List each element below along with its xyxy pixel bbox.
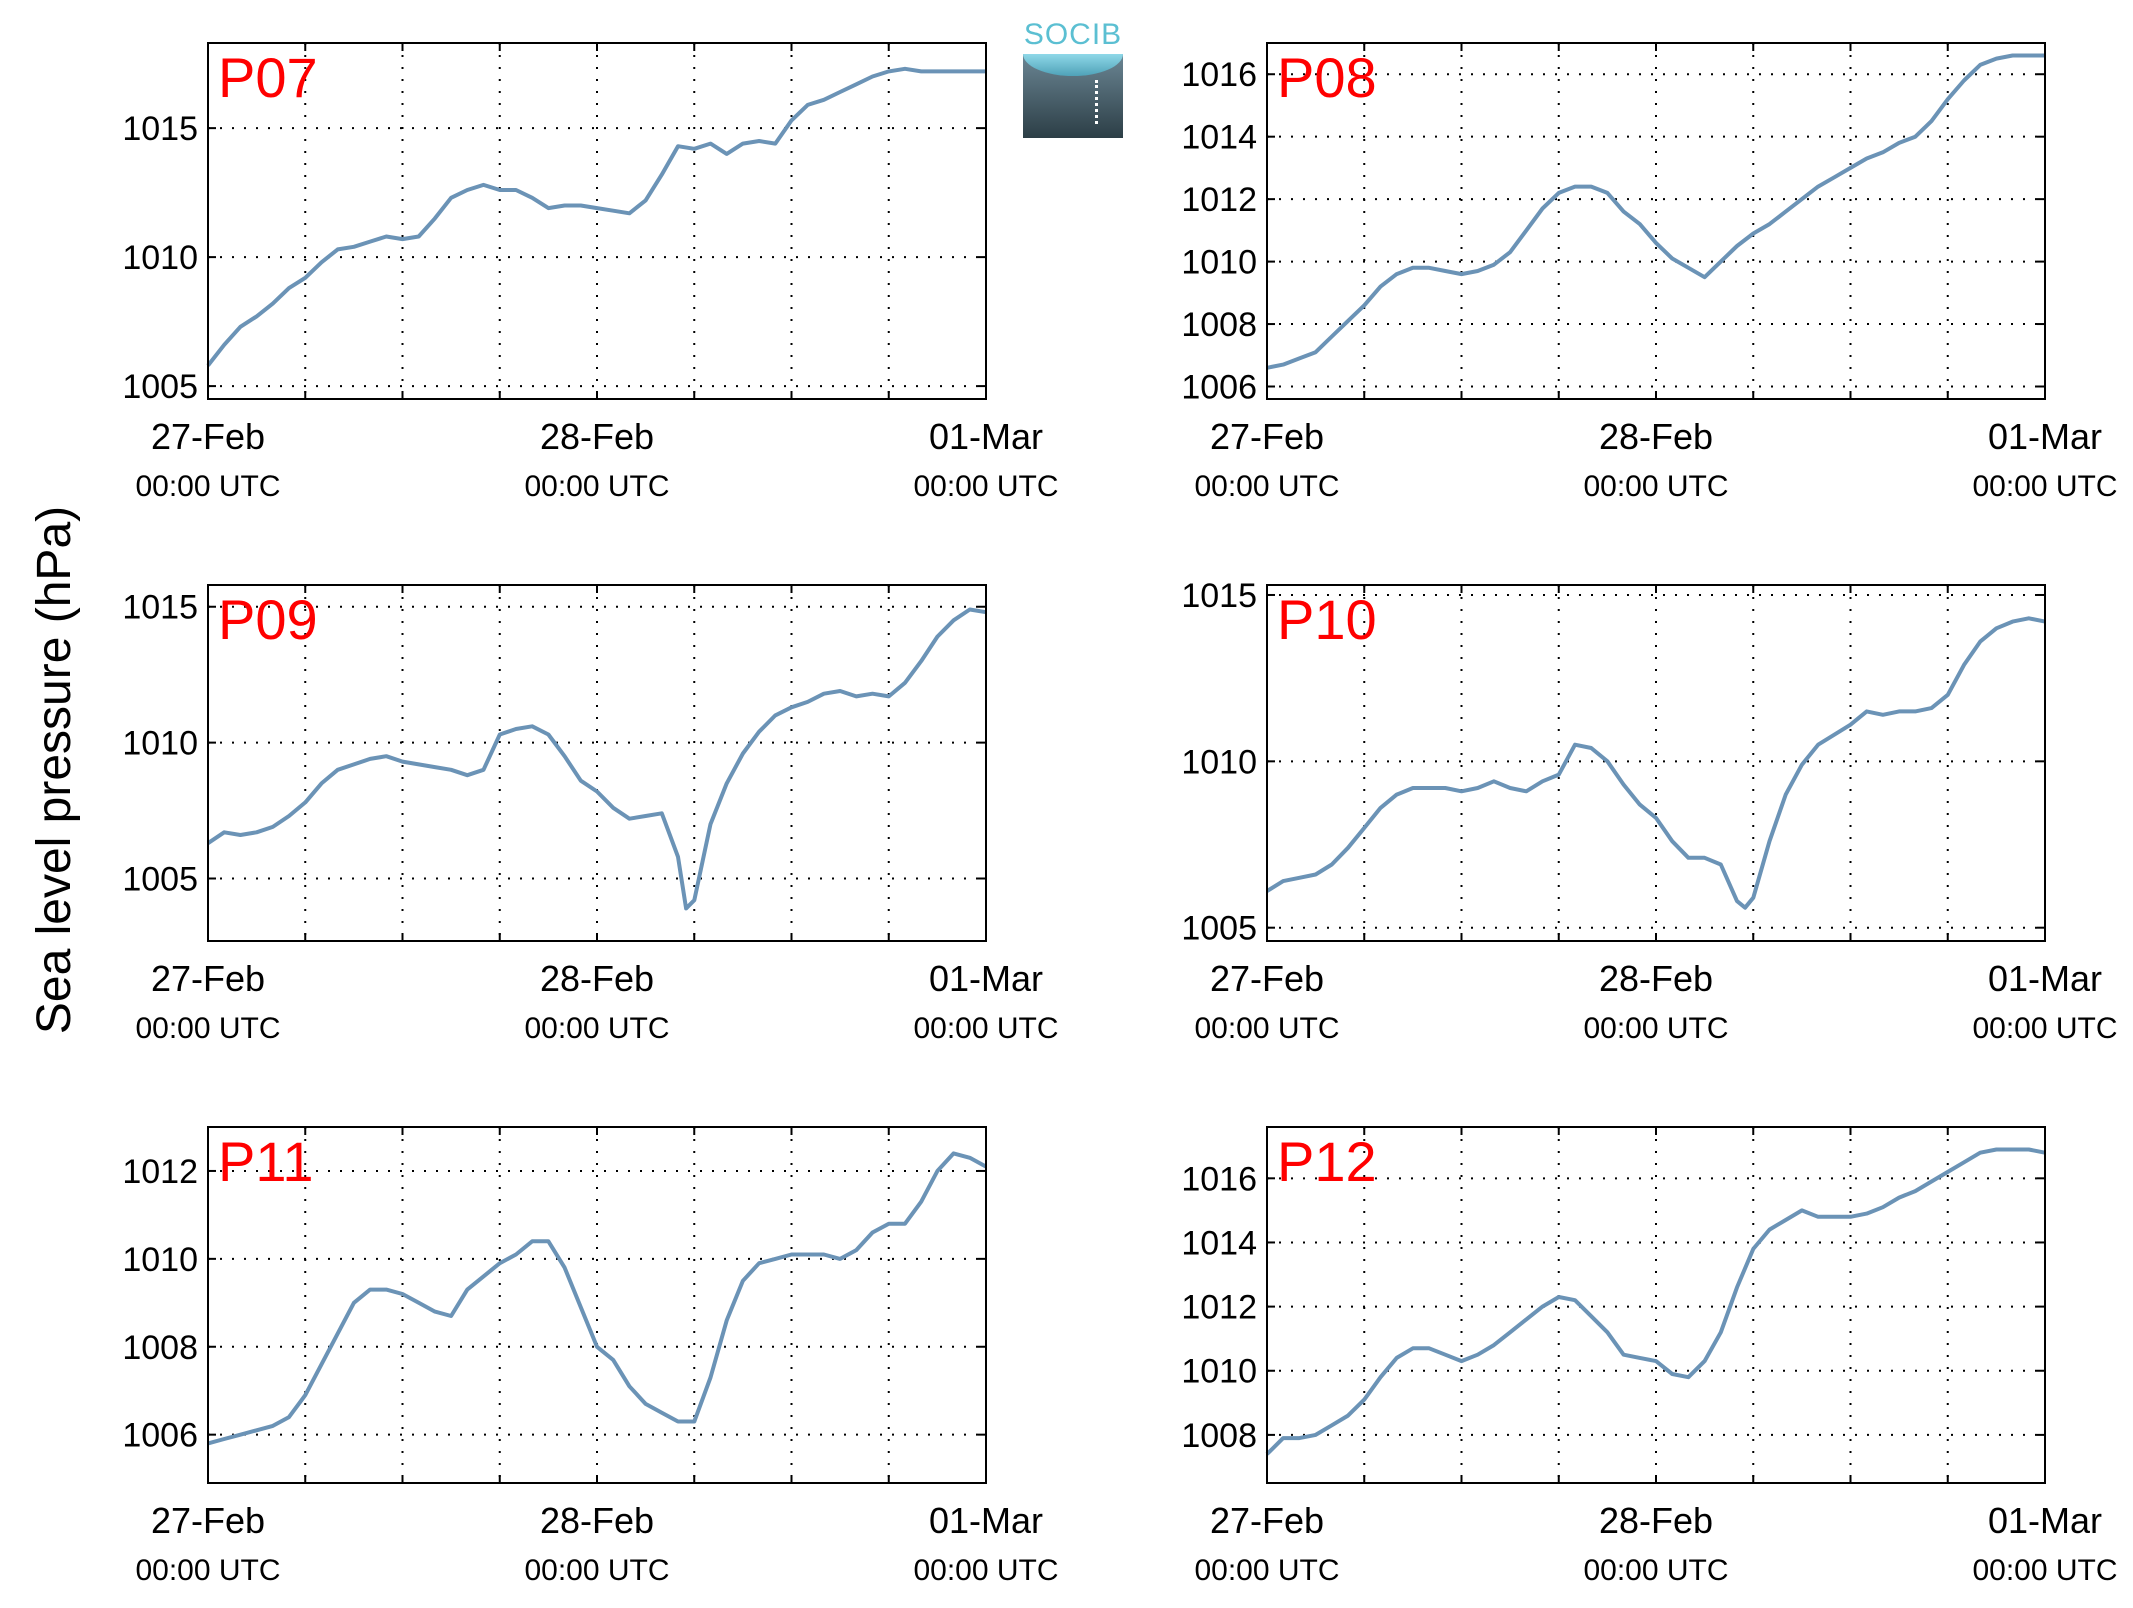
x-tick-label-time: 00:00 UTC [1972,470,2117,503]
plot-frame [1266,42,2046,400]
panel-p12: 1008 1010 1012 1014 1016 27-Feb 00:00 UTC 28-Fe… [1181,1126,2118,1587]
y-tick-label: 1015 [122,110,198,148]
x-tick-label-time: 00:00 UTC [1583,1554,1728,1587]
y-tick-label: 1012 [1181,1289,1257,1327]
x-tick-label-date: 28-Feb [540,416,654,457]
x-tick-label-date: 28-Feb [540,1500,654,1541]
x-tick-label-time: 00:00 UTC [524,1012,669,1045]
y-tick-label: 1012 [122,1153,198,1191]
x-tick-label-time: 00:00 UTC [524,1554,669,1587]
x-tick-label-date: 01-Mar [1988,416,2102,457]
panel-label: P08 [1277,46,1377,109]
x-tick-label-date: 27-Feb [1210,958,1324,999]
panels: 1005 1010 1015 27-Feb 00:00 UTC 28-Feb 00:00 U… [122,42,2118,1587]
x-tick-label-time: 00:00 UTC [1194,1554,1339,1587]
series-line [207,1151,987,1446]
y-tick-label: 1015 [122,589,198,627]
plot-frame [207,42,987,400]
x-tick-label-time: 00:00 UTC [913,470,1058,503]
panel-p07: 1005 1010 1015 27-Feb 00:00 UTC 28-Feb 00:00 U… [122,42,1059,503]
x-tick-label-date: 01-Mar [1988,1500,2102,1541]
x-tick-label-date: 27-Feb [151,1500,265,1541]
series-line [206,66,986,367]
logo-wave [1023,54,1123,76]
series-line [1265,1147,2046,1456]
x-tick-label-time: 00:00 UTC [913,1554,1058,1587]
y-tick-label: 1008 [1181,306,1257,344]
x-tick-label-time: 00:00 UTC [135,1012,280,1045]
y-tick-label: 1010 [122,1241,198,1279]
y-tick-label: 1016 [1181,1160,1257,1198]
x-tick-label-date: 28-Feb [1599,958,1713,999]
panel-p09: 1005 1010 1015 27-Feb 00:00 UTC 28-Feb 00:00 U… [122,584,1059,1045]
x-tick-label-time: 00:00 UTC [135,1554,280,1587]
y-tick-label: 1008 [122,1329,198,1367]
x-tick-label-time: 00:00 UTC [524,470,669,503]
logo-text: SOCIB [1023,18,1123,51]
panel-label: P07 [218,46,318,109]
x-tick-label-date: 01-Mar [929,416,1043,457]
x-tick-label-time: 00:00 UTC [1194,1012,1339,1045]
y-tick-label: 1014 [1181,119,1257,157]
y-tick-label: 1010 [1181,244,1257,282]
panel-label: P09 [218,588,318,651]
x-tick-label-date: 28-Feb [1599,416,1713,457]
x-tick-label-time: 00:00 UTC [1972,1012,2117,1045]
panel-label: P10 [1277,588,1377,651]
x-tick-label-date: 27-Feb [151,416,265,457]
y-tick-label: 1006 [1181,369,1257,407]
panel-label: P12 [1277,1130,1377,1193]
y-tick-label: 1005 [1181,910,1257,948]
x-tick-label-date: 28-Feb [1599,1500,1713,1541]
x-tick-label-date: 28-Feb [540,958,654,999]
y-tick-label: 1014 [1181,1224,1257,1262]
series-line [1266,53,2045,370]
x-tick-label-date: 27-Feb [1210,416,1324,457]
y-axis-label: Sea level pressure (hPa) [28,506,81,1034]
x-tick-label-date: 01-Mar [929,1500,1043,1541]
y-tick-label: 1006 [122,1417,198,1455]
y-tick-label: 1008 [1181,1417,1257,1455]
panel-p11: 1006 1008 1010 1012 27-Feb 00:00 UTC 28-Feb 00:… [122,1126,1059,1587]
y-tick-label: 1015 [1181,577,1257,615]
plot-frame [207,1126,987,1484]
x-tick-label-time: 00:00 UTC [1972,1554,2117,1587]
x-tick-label-date: 01-Mar [929,958,1043,999]
y-tick-label: 1005 [122,368,198,406]
panel-p08: 1006 1008 1010 1012 1014 1016 27-Feb 00:00 UTC 2… [1181,42,2118,503]
y-tick-label: 1010 [1181,743,1257,781]
x-tick-label-time: 00:00 UTC [1583,470,1728,503]
x-tick-label-time: 00:00 UTC [913,1012,1058,1045]
x-tick-label-date: 27-Feb [1210,1500,1324,1541]
x-tick-label-date: 27-Feb [151,958,265,999]
y-tick-label: 1010 [122,725,198,763]
y-tick-label: 1010 [1181,1353,1257,1391]
panel-p10: 1005 1010 1015 27-Feb 00:00 UTC 28-Feb 00:00 U… [1181,577,2117,1045]
plot-frame [1266,584,2046,942]
plot-frame [207,584,987,942]
y-tick-label: 1016 [1181,56,1257,94]
y-tick-label: 1010 [122,239,198,277]
x-tick-label-time: 00:00 UTC [1583,1012,1728,1045]
x-tick-label-time: 00:00 UTC [1194,470,1339,503]
x-tick-label-date: 01-Mar [1988,958,2102,999]
series-line [1265,616,2046,910]
panel-label: P11 [218,1130,313,1193]
plot-frame [1266,1126,2046,1484]
x-tick-label-time: 00:00 UTC [135,470,280,503]
logo-dots [1095,80,1101,124]
socib-logo: SOCIB [1023,18,1123,138]
y-tick-label: 1005 [122,860,198,898]
series-line [206,607,987,911]
y-tick-label: 1012 [1181,181,1257,219]
